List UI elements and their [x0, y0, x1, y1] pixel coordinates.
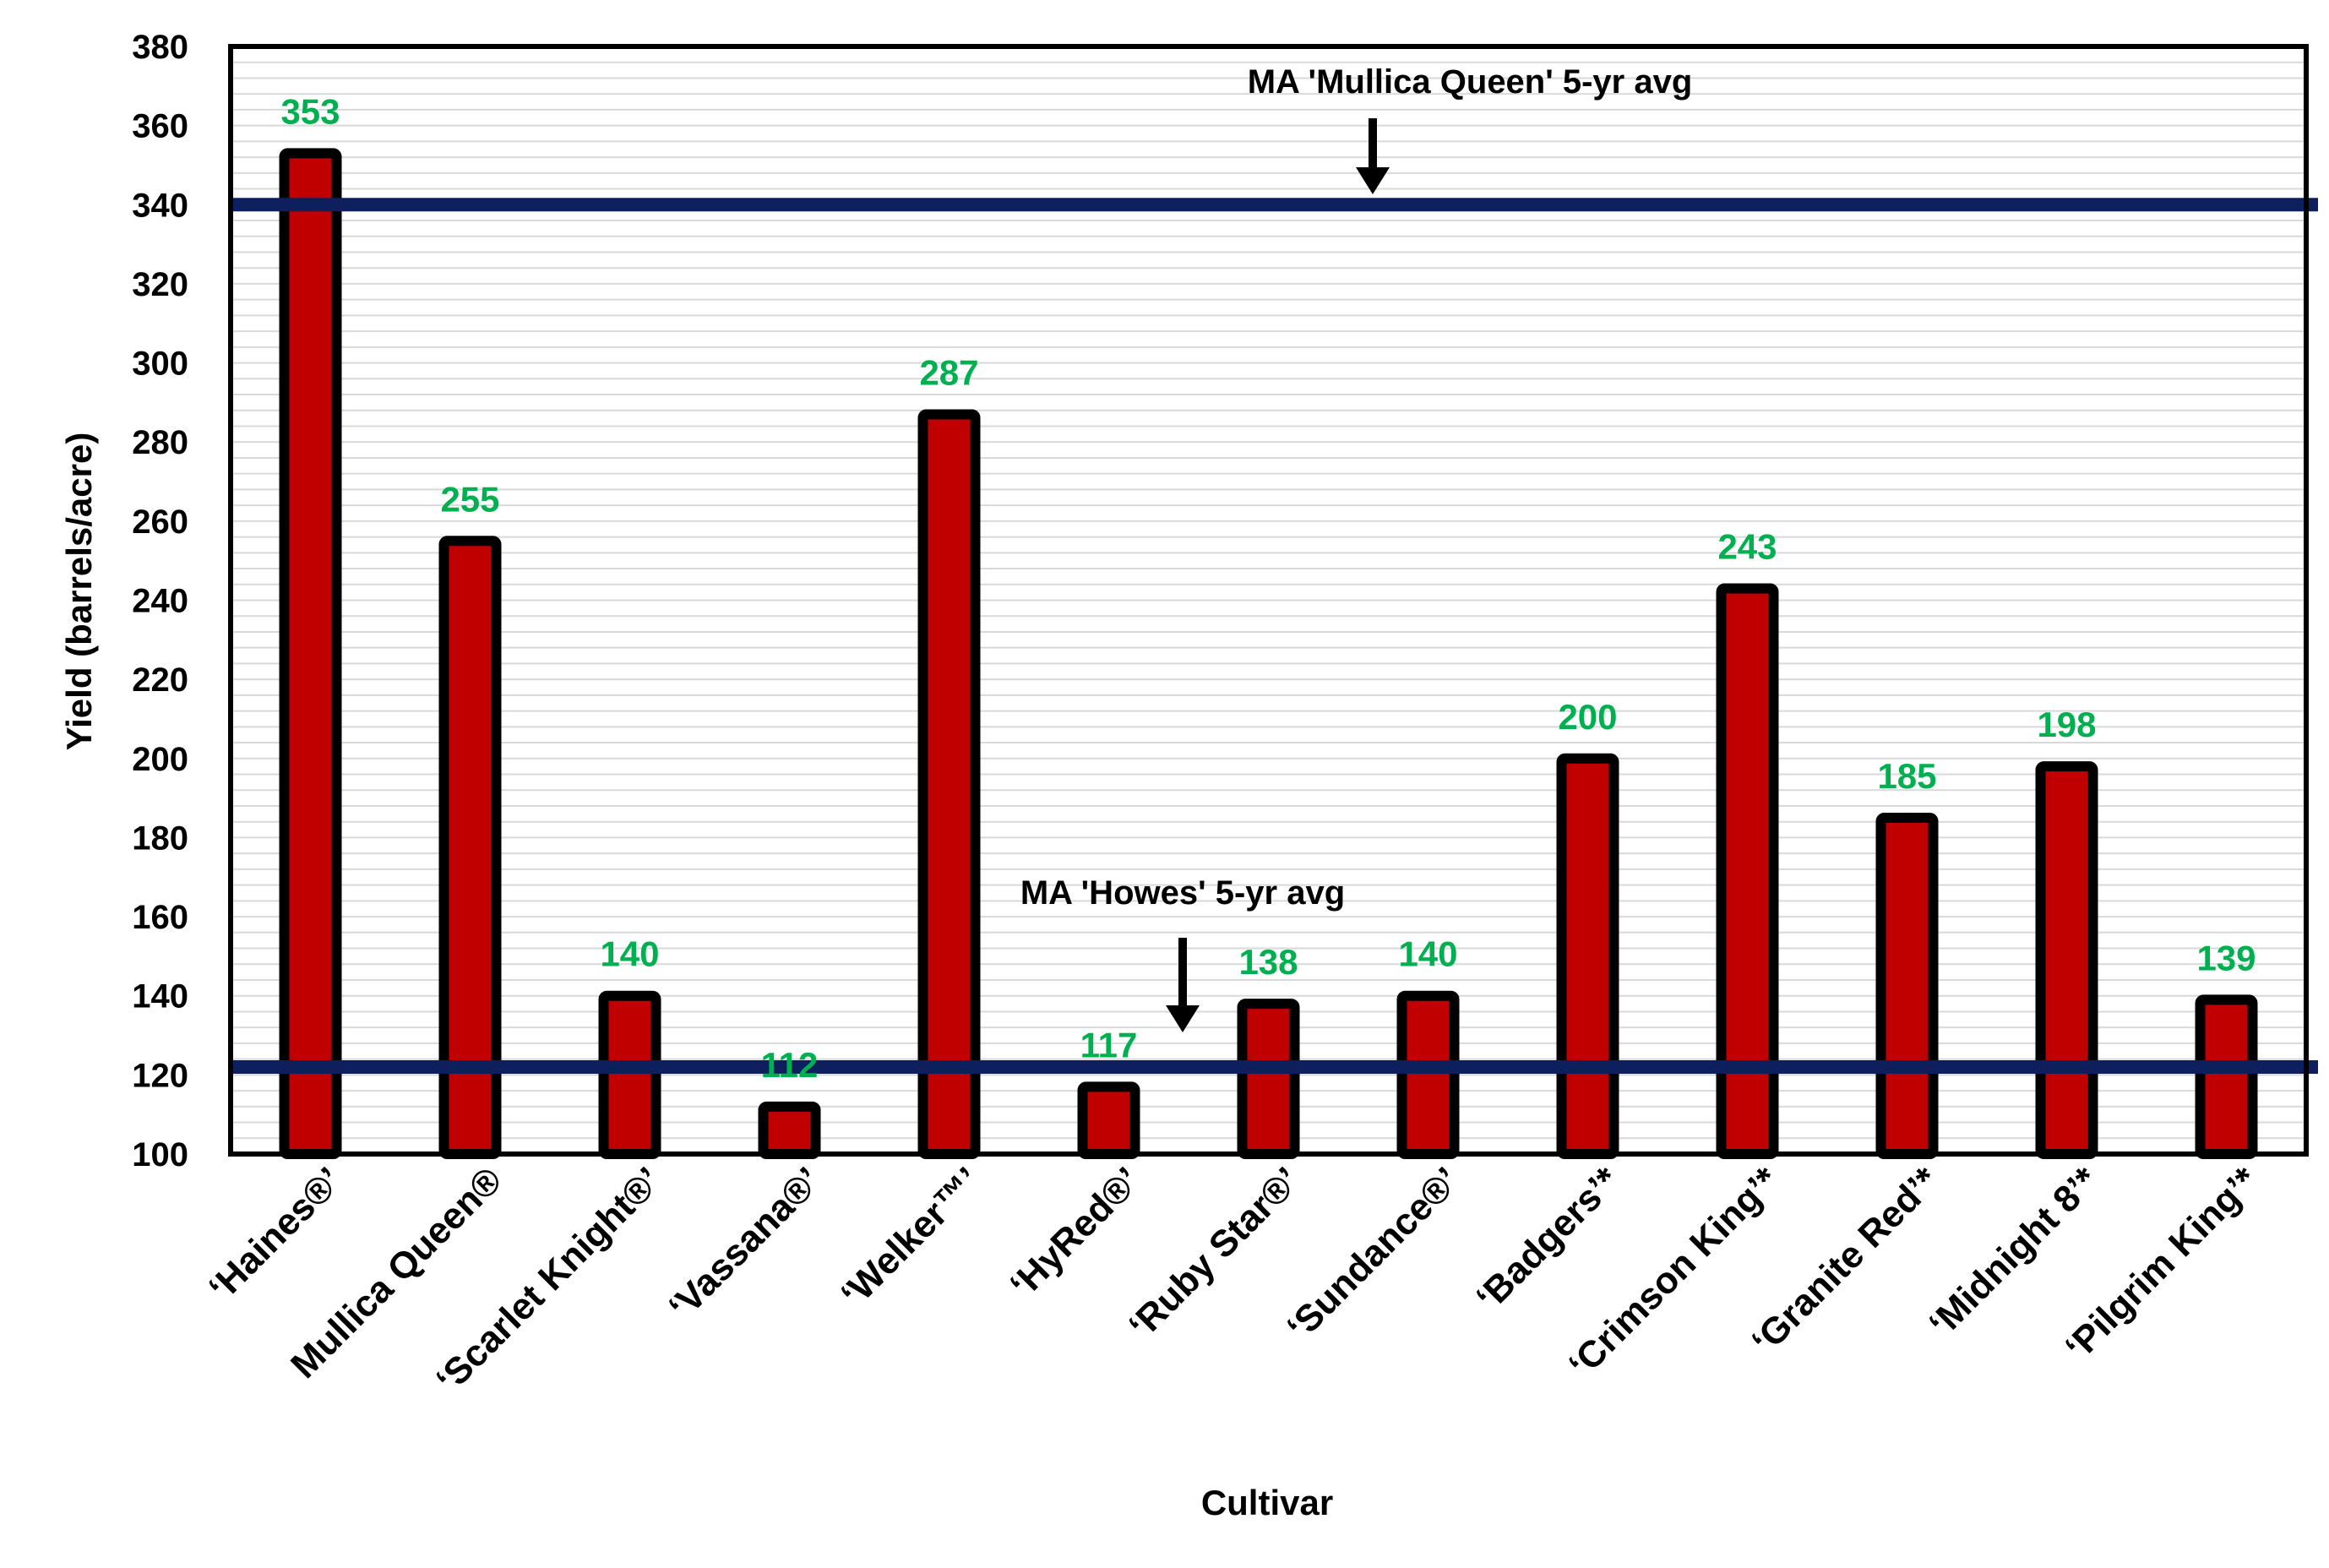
- bar: [1237, 999, 1300, 1160]
- axes: [228, 44, 2309, 1157]
- y-tick-label: 340: [132, 187, 188, 224]
- gridlines: [231, 61, 2306, 1140]
- y-tick-label: 320: [132, 266, 188, 303]
- bar: [1077, 1081, 1140, 1159]
- data-label: 117: [1080, 1025, 1138, 1064]
- x-tick-labels: ‘Haines®’Mullica Queen®‘Scarlet Knight®’…: [201, 1159, 2267, 1401]
- data-label: 112: [761, 1045, 819, 1085]
- bar: [758, 1101, 821, 1160]
- bar: [1396, 990, 1460, 1159]
- data-label: 353: [280, 91, 340, 131]
- y-tick-label: 240: [132, 583, 188, 620]
- y-tick-label: 300: [132, 346, 188, 383]
- reference-line-label: MA 'Howes' 5-yr avg: [1020, 874, 1345, 912]
- annotations: MA 'Mullica Queen' 5-yr avg MA 'Howes' 5-…: [1020, 63, 1692, 1032]
- data-label: 200: [1558, 697, 1617, 737]
- data-label: 287: [919, 352, 978, 392]
- reference-line-label: MA 'Mullica Queen' 5-yr avg: [1248, 63, 1693, 101]
- bar: [917, 409, 981, 1160]
- bars: [279, 148, 2258, 1160]
- y-tick-label: 140: [132, 978, 188, 1015]
- x-tick-label: ‘Sundance®’: [1279, 1159, 1468, 1348]
- data-label: 185: [1877, 756, 1936, 796]
- data-label: 139: [2196, 938, 2256, 977]
- x-tick-label: ‘Haines®’: [201, 1159, 351, 1309]
- data-label: 255: [440, 479, 499, 519]
- y-tick-label: 100: [132, 1136, 188, 1173]
- x-tick-label: ‘Vassana®’: [661, 1159, 829, 1327]
- bar: [279, 148, 342, 1160]
- annotation-arrow-head: [1166, 1005, 1200, 1032]
- data-labels: 353 255 140 112 287 117 138 140 200 243 185 198 139: [280, 91, 2256, 1084]
- x-tick-label: ‘HyRed®’: [1002, 1159, 1148, 1305]
- bar: [2195, 994, 2258, 1160]
- y-tick-label: 380: [132, 29, 188, 66]
- y-tick-labels: 100 120 140 160 180 200 220 240 260 280 300 320 340 3…: [132, 29, 188, 1173]
- y-axis-title: Yield (barrels/acre): [59, 433, 99, 751]
- bar: [1875, 813, 1939, 1160]
- y-tick-label: 220: [132, 662, 188, 699]
- y-tick-label: 160: [132, 899, 188, 936]
- y-tick-label: 120: [132, 1057, 188, 1094]
- x-axis-title: Cultivar: [1201, 1483, 1333, 1522]
- y-tick-label: 200: [132, 741, 188, 778]
- data-label: 140: [1398, 934, 1457, 974]
- x-tick-label: ‘Welker™’: [833, 1159, 989, 1315]
- reference-lines: [231, 198, 2318, 1074]
- data-label: 198: [2037, 705, 2096, 744]
- plot-frame: [228, 44, 2309, 1157]
- bar: [2035, 761, 2098, 1160]
- y-tick-label: 180: [132, 819, 188, 857]
- bar: [1556, 753, 1619, 1159]
- data-label: 140: [600, 934, 659, 974]
- data-label: 243: [1717, 526, 1777, 566]
- y-tick-label: 360: [132, 108, 188, 145]
- x-tick-label: ‘Badgers’*: [1468, 1159, 1628, 1319]
- y-tick-label: 280: [132, 424, 188, 461]
- y-tick-label: 260: [132, 504, 188, 541]
- data-label: 138: [1238, 942, 1298, 982]
- annotation-arrow-head: [1356, 167, 1390, 194]
- bar: [598, 990, 661, 1159]
